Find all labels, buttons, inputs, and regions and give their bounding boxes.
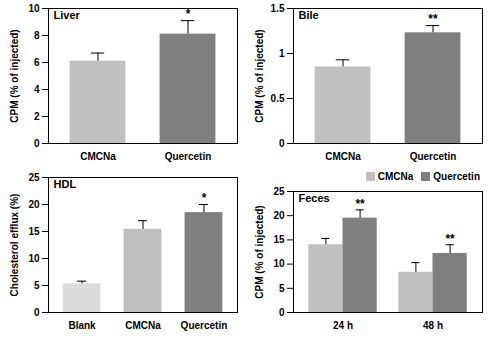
svg-text:20: 20 bbox=[273, 210, 285, 221]
svg-text:Quercetin: Quercetin bbox=[410, 151, 457, 162]
svg-text:CMCNa: CMCNa bbox=[80, 151, 116, 162]
svg-text:Feces: Feces bbox=[299, 192, 330, 204]
svg-text:5: 5 bbox=[279, 283, 285, 294]
svg-text:**: ** bbox=[355, 197, 365, 211]
svg-text:Bile: Bile bbox=[299, 9, 319, 21]
svg-text:0: 0 bbox=[279, 307, 285, 318]
svg-text:1: 1 bbox=[279, 48, 285, 59]
svg-text:48 h: 48 h bbox=[423, 320, 443, 331]
svg-text:Liver: Liver bbox=[54, 9, 81, 21]
svg-text:0.5: 0.5 bbox=[271, 93, 285, 104]
svg-text:CMCNa: CMCNa bbox=[325, 151, 361, 162]
svg-text:10: 10 bbox=[28, 253, 40, 264]
svg-text:10: 10 bbox=[273, 258, 285, 269]
svg-text:2: 2 bbox=[34, 111, 40, 122]
svg-text:15: 15 bbox=[28, 226, 40, 237]
svg-text:*: * bbox=[186, 7, 191, 21]
svg-text:CMCNa: CMCNa bbox=[125, 320, 161, 331]
svg-text:25: 25 bbox=[273, 186, 285, 197]
svg-text:CPM (% of injected): CPM (% of injected) bbox=[254, 29, 265, 122]
html-text:Quercetin: Quercetin bbox=[433, 170, 480, 182]
svg-text:8: 8 bbox=[34, 30, 40, 41]
html-text:CMCNa: CMCNa bbox=[377, 170, 414, 182]
svg-text:Cholesterol efflux (%): Cholesterol efflux (%) bbox=[9, 194, 20, 297]
svg-text:**: ** bbox=[428, 12, 438, 26]
svg-text:Quercetin: Quercetin bbox=[165, 151, 212, 162]
svg-text:25: 25 bbox=[28, 172, 40, 183]
svg-text:10: 10 bbox=[28, 3, 40, 14]
svg-text:CPM (% of injected): CPM (% of injected) bbox=[254, 205, 265, 298]
svg-text:0: 0 bbox=[34, 138, 40, 149]
svg-text:0: 0 bbox=[34, 307, 40, 318]
svg-text:Quercetin: Quercetin bbox=[181, 320, 228, 331]
svg-text:1.5: 1.5 bbox=[271, 3, 285, 14]
svg-text:20: 20 bbox=[28, 199, 40, 210]
svg-text:**: ** bbox=[445, 232, 455, 246]
svg-text:Blank: Blank bbox=[68, 320, 96, 331]
svg-text:4: 4 bbox=[34, 84, 40, 95]
svg-text:0: 0 bbox=[279, 138, 285, 149]
svg-text:HDL: HDL bbox=[54, 178, 77, 190]
svg-text:6: 6 bbox=[34, 57, 40, 68]
svg-text:24 h: 24 h bbox=[333, 320, 353, 331]
svg-text:5: 5 bbox=[34, 280, 40, 291]
svg-text:CPM (% of injected): CPM (% of injected) bbox=[9, 29, 20, 122]
svg-text:15: 15 bbox=[273, 234, 285, 245]
svg-text:*: * bbox=[202, 191, 207, 205]
